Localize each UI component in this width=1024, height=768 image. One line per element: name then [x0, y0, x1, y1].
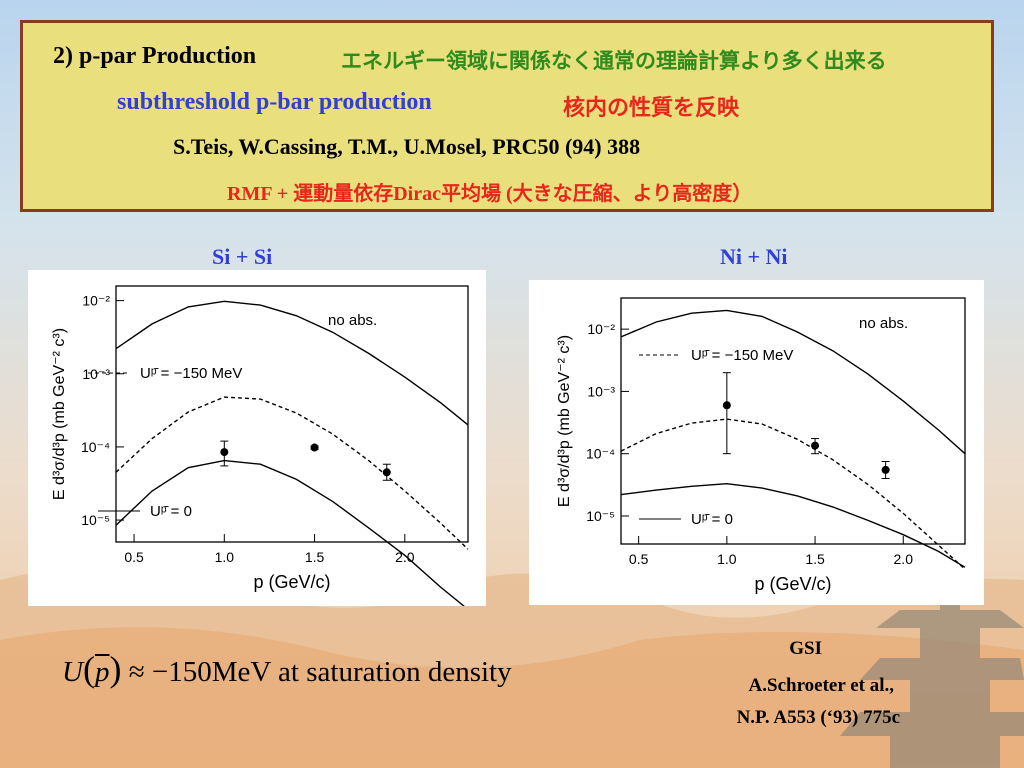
data-point [382, 468, 391, 477]
y-tick-label: 10⁻⁵ [586, 508, 615, 524]
y-tick-label: 10⁻² [587, 321, 615, 337]
series-line [620, 418, 966, 570]
chart-annotation: Uᵖ̄ = 0 [691, 511, 733, 528]
header-box: 2) p-par Production エネルギー領域に関係なく通常の理論計算よ… [20, 20, 994, 212]
chart-annotation: Uᵖ̄ = 0 [150, 503, 192, 520]
plot-panel-si: 0.5 1.0 1.5 2.0 10⁻² 10⁻³ 10⁻⁴ 10⁻⁵ p (GeV/c) E d… [28, 270, 486, 606]
series-line [620, 482, 966, 568]
credit-journal: N.P. A553 (‘93) 775c [736, 707, 900, 728]
chart-annotation: Uᵖ̄ = −150 MeV [140, 365, 242, 382]
reference-line: S.Teis, W.Cassing, T.M., U.Mosel, PRC50 … [173, 134, 641, 159]
data-point [220, 448, 229, 457]
credit-authors: A.Schroeter et al., [748, 675, 894, 696]
y-tick-label: 10⁻² [82, 293, 110, 309]
x-tick-label: 0.5 [629, 551, 649, 567]
x-tick-label: 2.0 [894, 551, 914, 567]
y-tick-label: 10⁻³ [82, 366, 110, 382]
y-tick-label: 10⁻⁴ [586, 446, 615, 462]
y-tick-label: 10⁻⁵ [81, 512, 110, 528]
mountain-silhouette-decoration [0, 567, 1024, 768]
chart-title-si: Si + Si [212, 244, 273, 269]
series-line [620, 309, 966, 455]
formula-paren-open: ( [82, 649, 95, 689]
y-tick-label: 10⁻⁴ [81, 439, 110, 455]
formula-u: U [62, 656, 83, 688]
x-tick-label: 1.0 [215, 549, 235, 565]
series-line [115, 459, 465, 606]
x-tick-label: 2.0 [395, 549, 415, 565]
formula-pbar: p [94, 656, 110, 688]
title-line-1: 2) p-par Production [53, 43, 257, 69]
x-axis-label: p (GeV/c) [253, 572, 330, 592]
x-axis-label: p (GeV/c) [754, 574, 831, 594]
x-tick-label: 1.0 [717, 551, 737, 567]
formula-rest: ≈ −150MeV at saturation density [128, 656, 512, 688]
series-line [115, 396, 469, 550]
potential-formula: U(p) ≈ −150MeV at saturation density [62, 648, 512, 690]
data-point [722, 401, 731, 410]
chart-annotation: no abs. [859, 315, 908, 332]
data-point [811, 441, 820, 450]
chart-annotation: Uᵖ̄ = −150 MeV [691, 347, 793, 364]
y-axis-label: E d³σ/d³p (mb GeV⁻² c³) [556, 335, 573, 507]
chart-ni: 0.5 1.0 1.5 2.0 10⁻² 10⁻³ 10⁻⁴ 10⁻⁵ p (GeV/c) E d… [556, 297, 966, 594]
chart-title-ni: Ni + Ni [720, 244, 788, 269]
formula-paren-close: ) [109, 649, 122, 689]
x-tick-label: 0.5 [124, 549, 144, 565]
model-line: RMF + 運動量依存Dirac平均場 (大きな圧縮、より高密度） [227, 183, 753, 205]
y-axis-label: E d³σ/d³p (mb GeV⁻² c³) [51, 328, 68, 500]
plot-frame [115, 285, 469, 543]
x-tick-label: 1.5 [305, 549, 325, 565]
series-line [115, 300, 469, 426]
y-tick-label: 10⁻³ [587, 383, 615, 399]
subtitle-line-2-jp: 核内の性質を反映 [563, 95, 740, 120]
title-line-1-jp: エネルギー領域に関係なく通常の理論計算より多く出来る [341, 49, 887, 73]
chart-annotation: no abs. [328, 312, 377, 329]
plot-frame [620, 297, 966, 545]
data-point [881, 465, 890, 474]
subtitle-line-2: subthreshold p-bar production [117, 89, 432, 115]
credit-lab: GSI [789, 638, 822, 659]
plot-panel-ni: 0.5 1.0 1.5 2.0 10⁻² 10⁻³ 10⁻⁴ 10⁻⁵ p (GeV/c) E d… [529, 280, 984, 605]
x-tick-label: 1.5 [805, 551, 825, 567]
data-point [310, 443, 319, 452]
chart-si: 0.5 1.0 1.5 2.0 10⁻² 10⁻³ 10⁻⁴ 10⁻⁵ p (GeV/c) E d… [51, 285, 469, 606]
